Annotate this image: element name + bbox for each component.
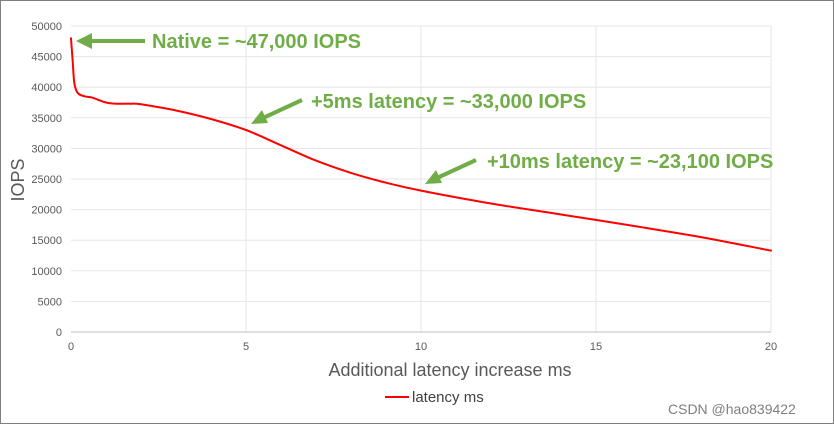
annotation-10ms: +10ms latency = ~23,100 IOPS	[487, 151, 773, 173]
x-tick-label: 15	[590, 341, 602, 353]
grid-lines	[71, 25, 772, 332]
y-tick-label: 20000	[31, 205, 62, 217]
y-tick-label: 15000	[31, 235, 62, 247]
legend-label-latency-ms: latency ms	[412, 389, 484, 406]
x-tick-label: 0	[68, 341, 74, 353]
y-axis-title: IOPS	[8, 158, 28, 201]
watermark: CSDN @hao839422	[668, 401, 796, 417]
y-tick-label: 50000	[31, 21, 62, 33]
x-tick-label: 5	[243, 341, 249, 353]
legend: latency ms	[385, 389, 484, 406]
annotation-5ms: +5ms latency = ~33,000 IOPS	[311, 91, 586, 113]
annotation-arrow-10ms	[425, 158, 477, 184]
y-tick-label: 40000	[31, 82, 62, 94]
x-axis-title: Additional latency increase ms	[328, 360, 571, 380]
x-tick-label: 20	[765, 341, 777, 353]
x-tick-label: 10	[415, 341, 427, 353]
annotations: Native = ~47,000 IOPS +5ms latency = ~33…	[76, 31, 773, 184]
x-axis-ticks: 0 5 10 15 20	[68, 341, 777, 353]
y-tick-label: 45000	[31, 52, 62, 64]
y-tick-label: 0	[56, 327, 62, 339]
y-tick-label: 30000	[31, 143, 62, 155]
annotation-arrow-native	[76, 33, 145, 49]
annotation-native: Native = ~47,000 IOPS	[152, 31, 361, 53]
y-tick-label: 10000	[31, 266, 62, 278]
annotation-arrow-5ms	[251, 98, 303, 124]
y-tick-label: 35000	[31, 113, 62, 125]
y-tick-label: 5000	[38, 296, 62, 308]
y-tick-label: 25000	[31, 174, 62, 186]
y-axis-ticks: 0 5000 10000 15000 20000 25000 30000 35000 40000…	[31, 21, 62, 339]
series-line-latency-ms	[70, 37, 772, 252]
